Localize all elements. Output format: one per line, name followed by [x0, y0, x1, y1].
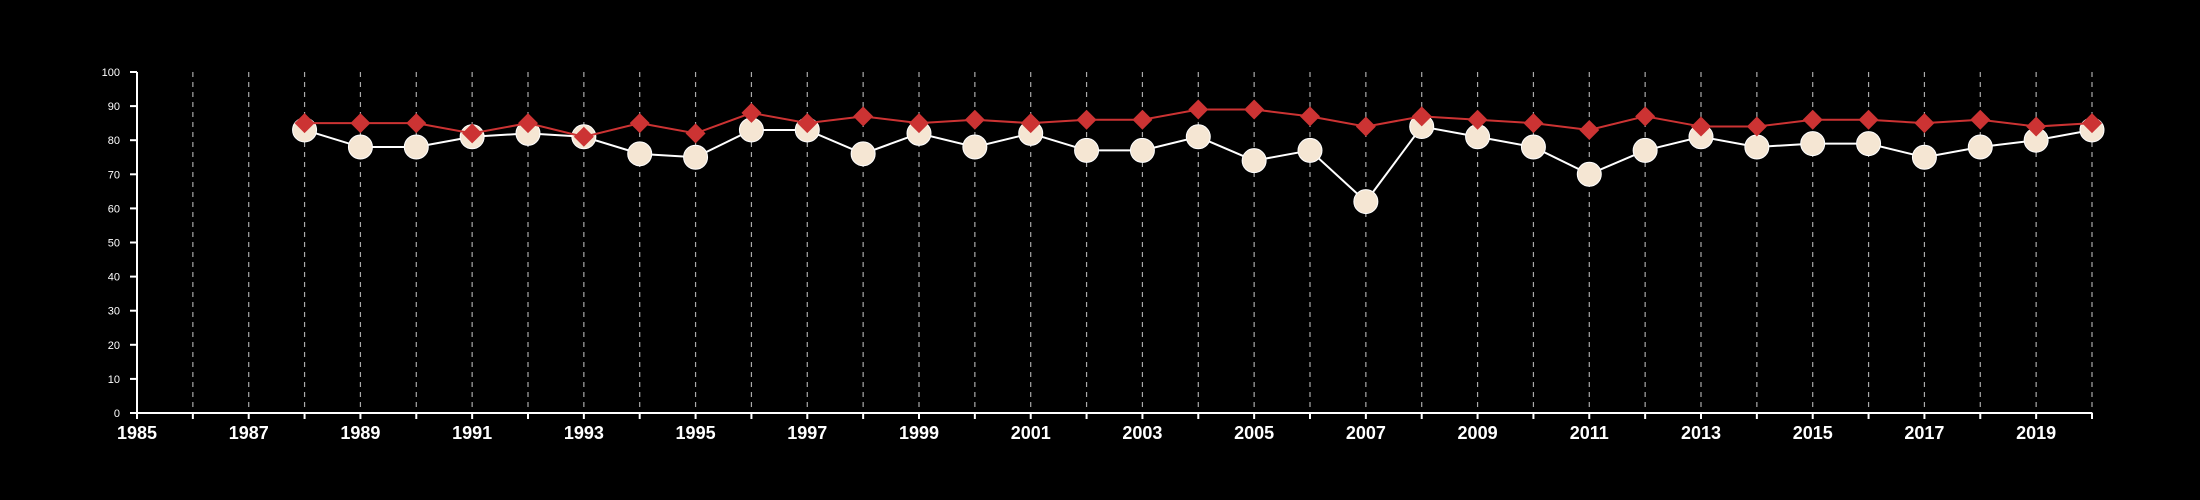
- data-point-diamond: [1523, 113, 1544, 134]
- data-point-diamond: [2082, 113, 2102, 134]
- data-point-diamond: [1858, 109, 1879, 130]
- data-point-diamond: [1300, 106, 1320, 127]
- data-point-diamond: [350, 113, 371, 134]
- data-point-diamond: [1020, 113, 1041, 134]
- data-point-diamond: [964, 109, 985, 130]
- x-tick-label: 1989: [340, 423, 380, 443]
- data-point-diamond: [685, 123, 706, 144]
- x-tick-label: 1997: [787, 423, 827, 443]
- data-point-diamond: [2026, 116, 2047, 137]
- data-point-circle: [1576, 161, 1602, 187]
- x-tick-label: 2003: [1122, 423, 1162, 443]
- data-point-circle: [1241, 148, 1267, 174]
- data-point-diamond: [1914, 113, 1935, 134]
- y-tick-label: 80: [108, 135, 120, 147]
- data-point-diamond: [406, 113, 427, 134]
- x-tick-label: 2019: [2016, 423, 2056, 443]
- y-tick-label: 10: [108, 374, 120, 386]
- y-tick-label: 70: [108, 169, 120, 181]
- data-point-diamond: [741, 102, 762, 123]
- data-point-circle: [1856, 131, 1882, 157]
- data-point-diamond: [853, 106, 874, 127]
- data-point-circle: [1520, 134, 1546, 160]
- y-tick-label: 40: [108, 272, 120, 284]
- y-tick-label: 50: [108, 238, 120, 250]
- data-point-diamond: [629, 113, 650, 134]
- data-point-diamond: [1970, 109, 1991, 130]
- data-point-circle: [850, 141, 876, 167]
- data-point-diamond: [1635, 106, 1656, 127]
- x-tick-label: 2001: [1011, 423, 1051, 443]
- data-point-circle: [962, 134, 988, 160]
- data-point-diamond: [1132, 109, 1153, 130]
- data-point-circle: [627, 141, 653, 167]
- data-point-circle: [1185, 124, 1211, 150]
- y-tick-label: 60: [108, 203, 120, 215]
- x-tick-label: 2013: [1681, 423, 1721, 443]
- x-tick-label: 2017: [1904, 423, 1944, 443]
- data-point-circle: [1129, 137, 1155, 163]
- x-tick-label: 2007: [1346, 423, 1386, 443]
- series-group: [292, 99, 2105, 215]
- data-point-diamond: [909, 113, 929, 134]
- y-tick-label: 100: [102, 67, 120, 79]
- x-tick-label: 2011: [1570, 423, 1609, 443]
- grid-lines: [192, 72, 2093, 413]
- data-point-circle: [1074, 137, 1100, 163]
- data-point-circle: [1911, 144, 1937, 170]
- data-point-diamond: [1188, 99, 1209, 120]
- data-point-diamond: [1802, 109, 1823, 130]
- data-point-circle: [347, 134, 373, 160]
- x-tick-label: 1995: [676, 423, 716, 443]
- x-tick-label: 2005: [1234, 423, 1274, 443]
- axes: 1985 1987 1989 1991 1993 1995 1997 1999 2001 2003…: [102, 67, 2093, 443]
- x-tick-label: 1987: [229, 423, 269, 443]
- data-point-circle: [1800, 131, 1826, 157]
- data-point-circle: [1297, 137, 1323, 163]
- x-tick-label: 2009: [1458, 423, 1498, 443]
- data-point-circle: [1967, 134, 1993, 160]
- data-point-diamond: [1579, 119, 1600, 140]
- data-point-diamond: [294, 113, 315, 134]
- data-point-diamond: [1244, 99, 1265, 120]
- data-point-diamond: [797, 113, 818, 134]
- data-point-circle: [1353, 189, 1379, 215]
- data-point-diamond: [1691, 116, 1711, 137]
- x-tick-label: 1999: [899, 423, 939, 443]
- series-diamond: [294, 99, 2102, 147]
- y-tick-label: 90: [108, 101, 120, 113]
- data-point-circle: [1632, 137, 1658, 163]
- y-tick-label: 30: [108, 306, 120, 318]
- x-tick-label: 1985: [117, 423, 157, 443]
- x-tick-label: 2015: [1793, 423, 1833, 443]
- data-point-circle: [683, 144, 709, 170]
- data-point-diamond: [518, 113, 538, 134]
- data-point-diamond: [1355, 116, 1376, 137]
- data-point-diamond: [1467, 109, 1488, 130]
- data-point-diamond: [573, 126, 594, 147]
- series-circle: [292, 114, 2105, 215]
- x-tick-label: 1993: [564, 423, 604, 443]
- data-point-diamond: [1746, 116, 1767, 137]
- y-tick-label: 0: [114, 408, 120, 420]
- data-point-diamond: [1076, 109, 1097, 130]
- data-point-diamond: [462, 123, 483, 144]
- data-point-circle: [403, 134, 429, 160]
- x-tick-label: 1991: [452, 423, 492, 443]
- data-point-circle: [1744, 134, 1770, 160]
- y-tick-label: 20: [108, 340, 120, 352]
- data-point-diamond: [1411, 106, 1432, 127]
